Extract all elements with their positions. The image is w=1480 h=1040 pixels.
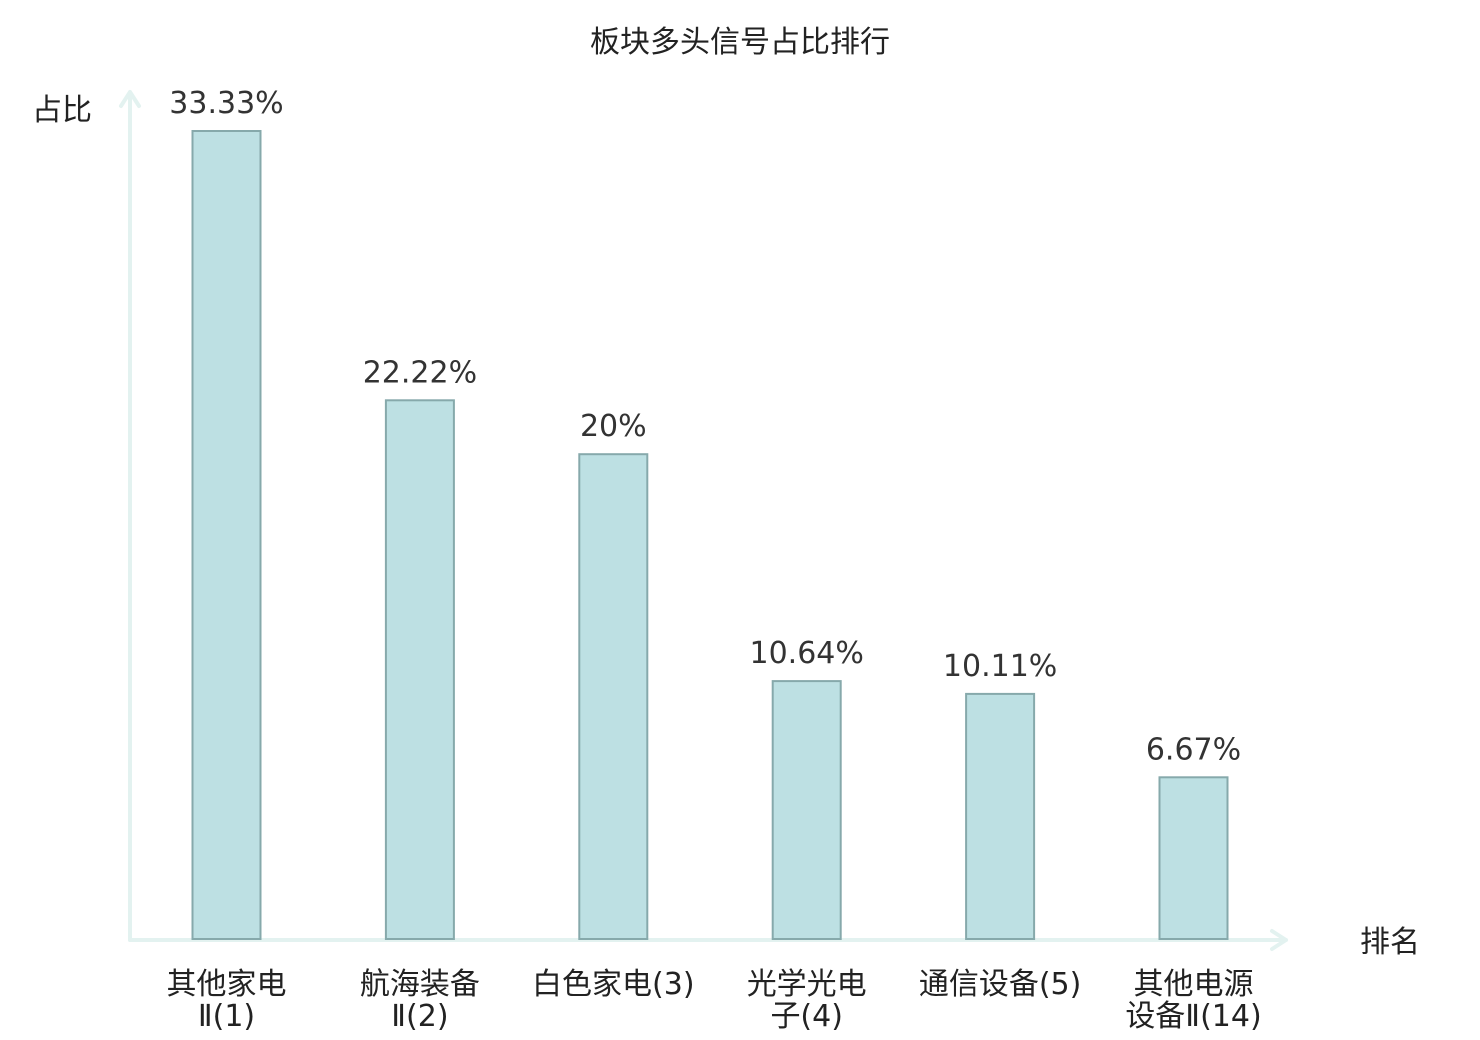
value-labels: 33.33% 22.22% 20% 10.64% 10.11% 6.67% xyxy=(169,86,1241,767)
bar xyxy=(191,130,262,940)
bar-value-label: 20% xyxy=(580,409,647,444)
axes xyxy=(119,90,1288,951)
category-label: 子(4) xyxy=(770,999,843,1034)
category-label: 设备Ⅱ(14) xyxy=(1125,999,1261,1034)
x-axis xyxy=(128,929,1288,951)
x-axis-label: 排名 xyxy=(1360,925,1420,960)
category-label: Ⅱ(2) xyxy=(391,999,448,1034)
category-label: 通信设备(5) xyxy=(919,967,1082,1002)
category-label: 其他家电 xyxy=(167,967,287,1002)
bar-value-label: 33.33% xyxy=(169,86,283,121)
chart-title: 板块多头信号占比排行 xyxy=(590,25,890,60)
category-label: 其他电源 xyxy=(1134,967,1254,1002)
bar-value-label: 10.64% xyxy=(750,636,864,671)
bar xyxy=(965,692,1036,941)
category-label: 航海装备 xyxy=(360,967,480,1002)
bar xyxy=(1158,776,1229,940)
category-label: 白色家电(3) xyxy=(532,967,695,1002)
bar-value-label: 10.11% xyxy=(943,649,1057,684)
bar xyxy=(578,453,649,940)
category-label: Ⅱ(1) xyxy=(198,999,255,1034)
bar xyxy=(771,680,842,940)
y-axis-label: 占比 xyxy=(32,93,92,128)
bar-value-label: 6.67% xyxy=(1146,732,1241,767)
bar-value-label: 22.22% xyxy=(363,355,477,390)
y-axis xyxy=(119,90,141,942)
category-label: 光学光电 xyxy=(747,967,867,1002)
bar xyxy=(384,399,455,940)
bars xyxy=(191,130,1229,941)
